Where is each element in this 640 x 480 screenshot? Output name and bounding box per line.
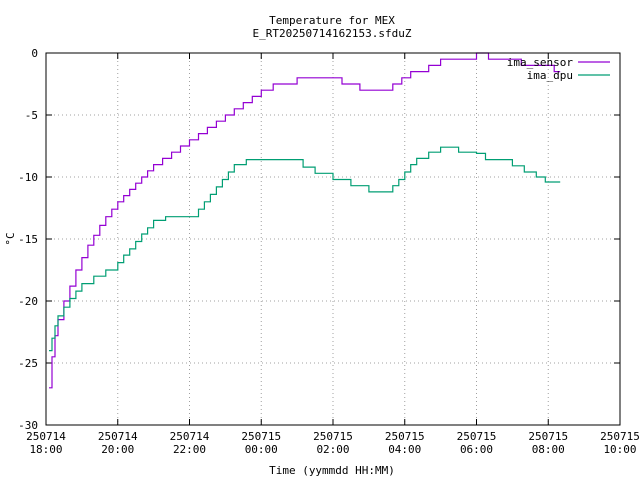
x-tick-label-time: 04:00	[388, 443, 421, 456]
x-tick-label-time: 08:00	[532, 443, 565, 456]
x-tick-label-time: 06:00	[460, 443, 493, 456]
plot-frame	[45, 52, 621, 426]
x-tick-label-time: 20:00	[101, 443, 134, 456]
y-tick-label: -10	[18, 171, 38, 184]
series-line-ima-sensor	[49, 52, 561, 389]
x-tick-label-date: 250714	[98, 430, 138, 443]
x-tick-label-time: 22:00	[173, 443, 206, 456]
chart-title: Temperature for MEX	[269, 14, 395, 27]
x-tick-label-date: 250714	[170, 430, 210, 443]
grid-lines	[46, 53, 620, 425]
x-tick-label-time: 10:00	[603, 443, 636, 456]
x-tick-label-date: 250715	[600, 430, 640, 443]
x-axis-label: Time (yymmdd HH:MM)	[269, 464, 395, 477]
y-axis-ticks: 0 -5 -10 -15 -20 -25 -30	[18, 47, 620, 432]
legend-label-ima-dpu: ima_dpu	[527, 69, 573, 82]
legend: ima_sensor ima_dpu	[507, 56, 610, 82]
x-tick-label-date: 250714	[26, 430, 66, 443]
x-tick-label-date: 250715	[241, 430, 281, 443]
legend-label-ima-sensor: ima_sensor	[507, 56, 574, 69]
y-tick-label: -30	[18, 419, 38, 432]
x-tick-label-time: 18:00	[29, 443, 62, 456]
x-tick-label-time: 02:00	[316, 443, 349, 456]
y-tick-label: -25	[18, 357, 38, 370]
x-tick-label-date: 250715	[528, 430, 568, 443]
y-axis-label: °C	[4, 232, 17, 245]
y-tick-label: -5	[25, 109, 38, 122]
x-tick-label-date: 250715	[313, 430, 353, 443]
y-tick-label: -15	[18, 233, 38, 246]
x-tick-label-time: 00:00	[245, 443, 278, 456]
x-tick-label-date: 250715	[385, 430, 425, 443]
series-layer	[49, 52, 561, 389]
y-tick-label: 0	[31, 47, 38, 60]
y-tick-label: -20	[18, 295, 38, 308]
chart-subtitle: E_RT20250714162153.sfduZ	[253, 27, 412, 40]
series-line-ima-dpu	[49, 146, 561, 352]
x-tick-label-date: 250715	[457, 430, 497, 443]
x-axis-ticks: 25071418:0025071420:0025071422:002507150…	[26, 53, 640, 456]
